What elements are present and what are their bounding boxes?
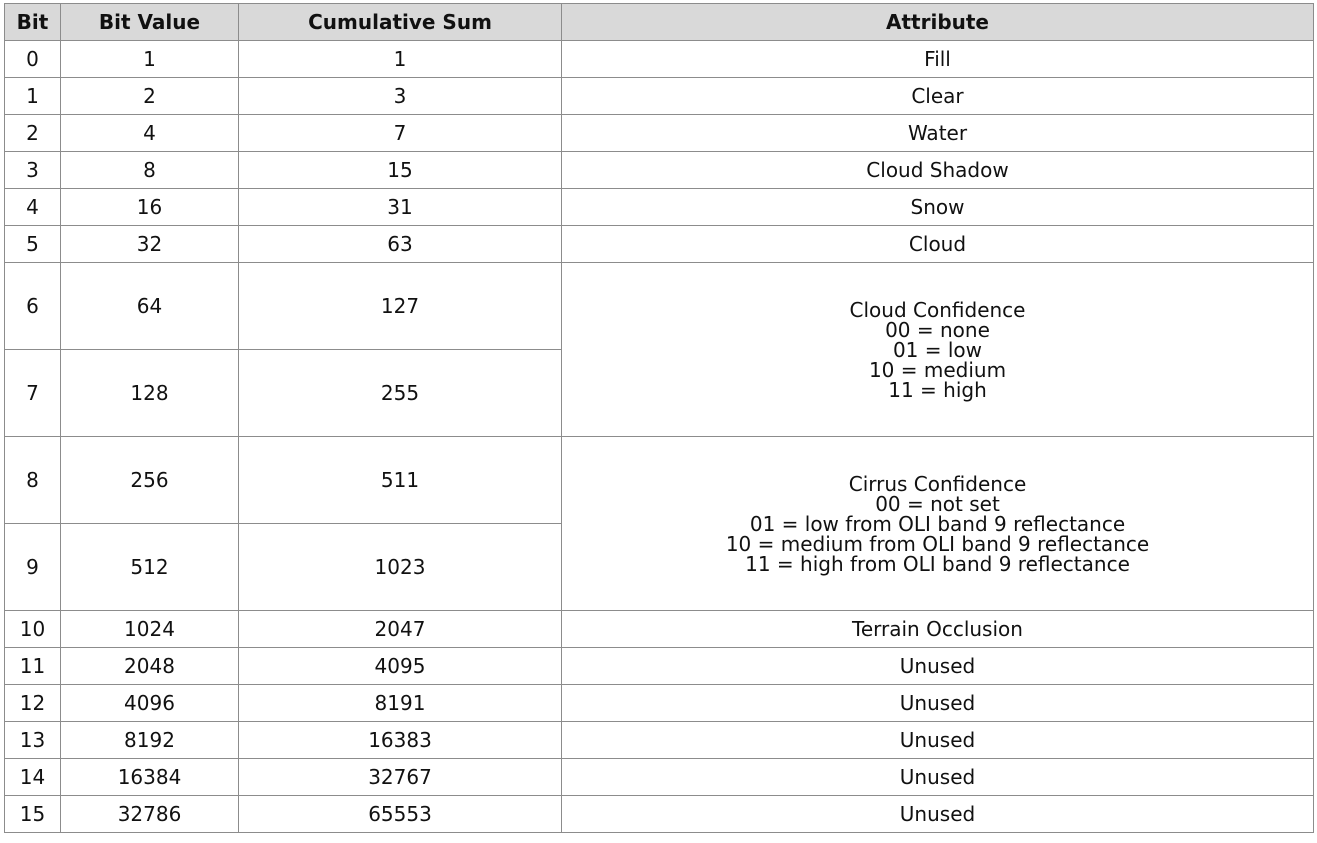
cirrus-confidence-cell: Cirrus Confidence 00 = not set 01 = low … bbox=[561, 436, 1314, 611]
cumulative-sum-cell: 65553 bbox=[238, 795, 562, 833]
cloud-confidence-option: 10 = medium bbox=[868, 357, 1007, 382]
attribute-cell: Unused bbox=[561, 758, 1314, 796]
table-row: 4 16 31 Snow bbox=[4, 188, 1314, 226]
bit-cell: 13 bbox=[4, 721, 61, 759]
bit-cell: 2 bbox=[4, 114, 61, 152]
table-row: 11 2048 4095 Unused bbox=[4, 647, 1314, 685]
cumulative-sum-cell: 4095 bbox=[238, 647, 562, 685]
attribute-cell: Water bbox=[561, 114, 1314, 152]
bit-cell: 3 bbox=[4, 151, 61, 189]
bit-value-cell: 4096 bbox=[60, 684, 239, 722]
bit-value-cell: 16384 bbox=[60, 758, 239, 796]
cirrus-confidence-option: 00 = not set bbox=[875, 491, 1000, 516]
cumulative-sum-cell: 2047 bbox=[238, 610, 562, 648]
bit-cell: 10 bbox=[4, 610, 61, 648]
bit-value-cell: 4 bbox=[60, 114, 239, 152]
table-row: 12 4096 8191 Unused bbox=[4, 684, 1314, 722]
cloud-confidence-option: 11 = high bbox=[888, 377, 987, 402]
cumulative-sum-cell: 127 bbox=[238, 262, 562, 350]
attribute-cell: Fill bbox=[561, 40, 1314, 78]
cumulative-sum-cell: 32767 bbox=[238, 758, 562, 796]
bit-value-cell: 2 bbox=[60, 77, 239, 115]
header-bit-value: Bit Value bbox=[60, 3, 239, 41]
bit-cell: 8 bbox=[4, 436, 61, 524]
bit-value-cell: 32 bbox=[60, 225, 239, 263]
cumulative-sum-cell: 16383 bbox=[238, 721, 562, 759]
bit-cell: 7 bbox=[4, 349, 61, 437]
attribute-cell: Cloud bbox=[561, 225, 1314, 263]
bit-cell: 11 bbox=[4, 647, 61, 685]
attribute-cell: Terrain Occlusion bbox=[561, 610, 1314, 648]
cumulative-sum-cell: 8191 bbox=[238, 684, 562, 722]
bit-cell: 6 bbox=[4, 262, 61, 350]
cirrus-confidence-option: 11 = high from OLI band 9 reflectance bbox=[745, 551, 1130, 576]
bit-cell: 1 bbox=[4, 77, 61, 115]
table-row: 5 32 63 Cloud bbox=[4, 225, 1314, 263]
header-cumulative-sum: Cumulative Sum bbox=[238, 3, 562, 41]
table-row: 1 2 3 Clear bbox=[4, 77, 1314, 115]
bit-cell: 15 bbox=[4, 795, 61, 833]
bit-cell: 9 bbox=[4, 523, 61, 611]
attribute-cell: Unused bbox=[561, 721, 1314, 759]
attribute-cell: Unused bbox=[561, 684, 1314, 722]
cumulative-sum-cell: 1 bbox=[238, 40, 562, 78]
table-row: 0 1 1 Fill bbox=[4, 40, 1314, 78]
table-row: 9 512 1023 bbox=[4, 523, 1314, 611]
bit-cell: 12 bbox=[4, 684, 61, 722]
cumulative-sum-cell: 255 bbox=[238, 349, 562, 437]
table-row: 14 16384 32767 Unused bbox=[4, 758, 1314, 796]
cloud-confidence-cell: Cloud Confidence 00 = none 01 = low 10 =… bbox=[561, 262, 1314, 437]
attribute-cell: Unused bbox=[561, 647, 1314, 685]
cloud-confidence-option: 01 = low bbox=[892, 337, 983, 362]
cumulative-sum-cell: 3 bbox=[238, 77, 562, 115]
cirrus-confidence-option: 10 = medium from OLI band 9 reflectance bbox=[725, 531, 1150, 556]
bit-value-cell: 8 bbox=[60, 151, 239, 189]
cumulative-sum-cell: 15 bbox=[238, 151, 562, 189]
cumulative-sum-cell: 63 bbox=[238, 225, 562, 263]
bit-cell: 14 bbox=[4, 758, 61, 796]
cirrus-confidence-option: 01 = low from OLI band 9 reflectance bbox=[749, 511, 1126, 536]
table-row: 3 8 15 Cloud Shadow bbox=[4, 151, 1314, 189]
bit-cell: 5 bbox=[4, 225, 61, 263]
header-attribute: Attribute bbox=[561, 3, 1314, 41]
table-row: 8 256 511 Cirrus Confidence 00 = not set… bbox=[4, 436, 1314, 611]
table-row: 6 64 127 Cloud Confidence 00 = none 01 =… bbox=[4, 262, 1314, 437]
bit-value-cell: 2048 bbox=[60, 647, 239, 685]
bit-value-cell: 512 bbox=[60, 523, 239, 611]
header-bit: Bit bbox=[4, 3, 61, 41]
bit-value-cell: 1024 bbox=[60, 610, 239, 648]
bit-value-cell: 32786 bbox=[60, 795, 239, 833]
table-row: 2 4 7 Water bbox=[4, 114, 1314, 152]
cumulative-sum-cell: 1023 bbox=[238, 523, 562, 611]
bit-value-cell: 128 bbox=[60, 349, 239, 437]
attribute-cell: Cloud Shadow bbox=[561, 151, 1314, 189]
bit-value-cell: 64 bbox=[60, 262, 239, 350]
bit-value-cell: 16 bbox=[60, 188, 239, 226]
cloud-confidence-title: Cloud Confidence bbox=[849, 297, 1026, 322]
cumulative-sum-cell: 31 bbox=[238, 188, 562, 226]
bit-cell: 4 bbox=[4, 188, 61, 226]
table-row: 13 8192 16383 Unused bbox=[4, 721, 1314, 759]
header-row: Bit Bit Value Cumulative Sum Attribute bbox=[4, 3, 1314, 41]
cirrus-confidence-title: Cirrus Confidence bbox=[848, 471, 1027, 496]
attribute-cell: Unused bbox=[561, 795, 1314, 833]
bit-value-cell: 8192 bbox=[60, 721, 239, 759]
bit-value-cell: 256 bbox=[60, 436, 239, 524]
attribute-cell: Clear bbox=[561, 77, 1314, 115]
bit-cell: 0 bbox=[4, 40, 61, 78]
cumulative-sum-cell: 511 bbox=[238, 436, 562, 524]
table-row: 7 128 255 bbox=[4, 349, 1314, 437]
cloud-confidence-option: 00 = none bbox=[885, 317, 990, 342]
bit-attribute-table: Bit Bit Value Cumulative Sum Attribute 0… bbox=[4, 3, 1314, 833]
table-row: 10 1024 2047 Terrain Occlusion bbox=[4, 610, 1314, 648]
cumulative-sum-cell: 7 bbox=[238, 114, 562, 152]
table-row: 15 32786 65553 Unused bbox=[4, 795, 1314, 833]
attribute-cell: Snow bbox=[561, 188, 1314, 226]
bit-value-cell: 1 bbox=[60, 40, 239, 78]
